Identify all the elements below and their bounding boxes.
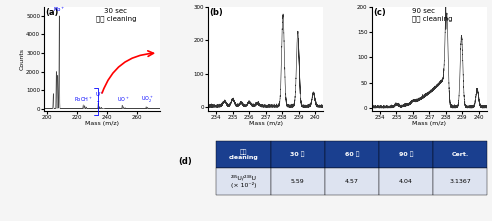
Text: (b): (b) <box>209 8 223 17</box>
Text: U$^+$: U$^+$ <box>95 90 104 99</box>
Text: UO$_2^+$: UO$_2^+$ <box>141 95 154 105</box>
Text: (d): (d) <box>178 157 192 166</box>
Text: Pb$^+$: Pb$^+$ <box>53 5 65 14</box>
X-axis label: Mass (m/z): Mass (m/z) <box>248 121 283 126</box>
Y-axis label: Counts: Counts <box>20 48 25 70</box>
X-axis label: Mass (m/z): Mass (m/z) <box>412 121 446 126</box>
Text: (c): (c) <box>373 8 386 17</box>
Text: PbOH$^+$: PbOH$^+$ <box>74 95 92 104</box>
Text: UO$^+$: UO$^+$ <box>118 95 130 104</box>
Text: (a): (a) <box>45 8 59 17</box>
Text: 90 sec
표면 cleaning: 90 sec 표면 cleaning <box>412 8 453 22</box>
Text: 30 sec
표면 cleaning: 30 sec 표면 cleaning <box>95 8 136 22</box>
X-axis label: Mass (m/z): Mass (m/z) <box>85 121 119 126</box>
